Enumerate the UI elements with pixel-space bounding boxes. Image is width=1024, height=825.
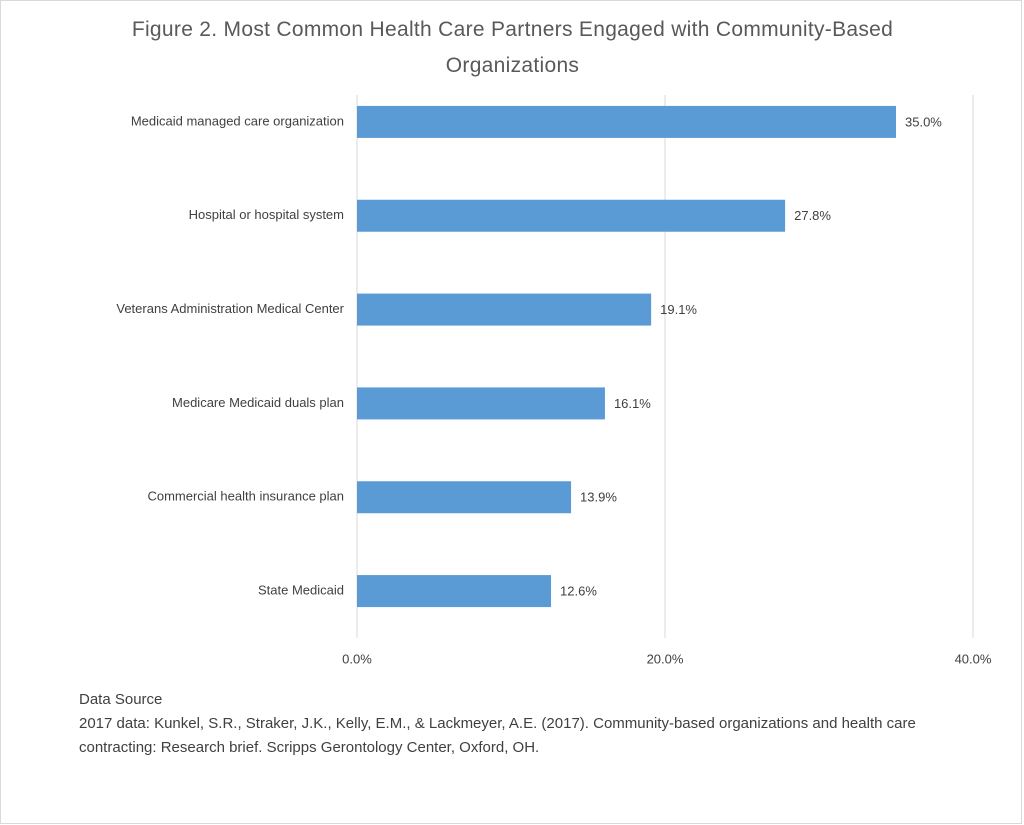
value-label: 13.9% xyxy=(580,490,617,505)
bar xyxy=(357,199,786,232)
value-label: 35.0% xyxy=(905,114,942,129)
x-tick-label: 20.0% xyxy=(647,651,684,666)
value-label: 19.1% xyxy=(660,302,697,317)
y-tick-label: Veterans Administration Medical Center xyxy=(116,301,344,316)
source-title: Data Source xyxy=(79,691,163,708)
y-tick-label: Hospital or hospital system xyxy=(189,207,344,222)
x-tick-label: 0.0% xyxy=(342,651,372,666)
bar xyxy=(357,481,572,514)
chart-title: Figure 2. Most Common Health Care Partne… xyxy=(131,18,894,77)
value-label: 16.1% xyxy=(614,396,651,411)
value-label: 12.6% xyxy=(560,584,597,599)
y-tick-label: Commercial health insurance plan xyxy=(147,489,344,504)
x-tick-label: 40.0% xyxy=(955,651,992,666)
y-tick-label: Medicare Medicaid duals plan xyxy=(172,395,344,410)
y-tick-label: State Medicaid xyxy=(258,583,344,598)
value-label: 27.8% xyxy=(794,208,831,223)
y-tick-label: Medicaid managed care organization xyxy=(131,113,344,128)
bar xyxy=(357,105,896,138)
bar xyxy=(357,575,552,608)
bar xyxy=(357,293,652,326)
source-note: Data Source 2017 data: Kunkel, S.R., Str… xyxy=(79,688,919,760)
source-text: 2017 data: Kunkel, S.R., Straker, J.K., … xyxy=(79,715,916,756)
bar xyxy=(357,387,605,420)
